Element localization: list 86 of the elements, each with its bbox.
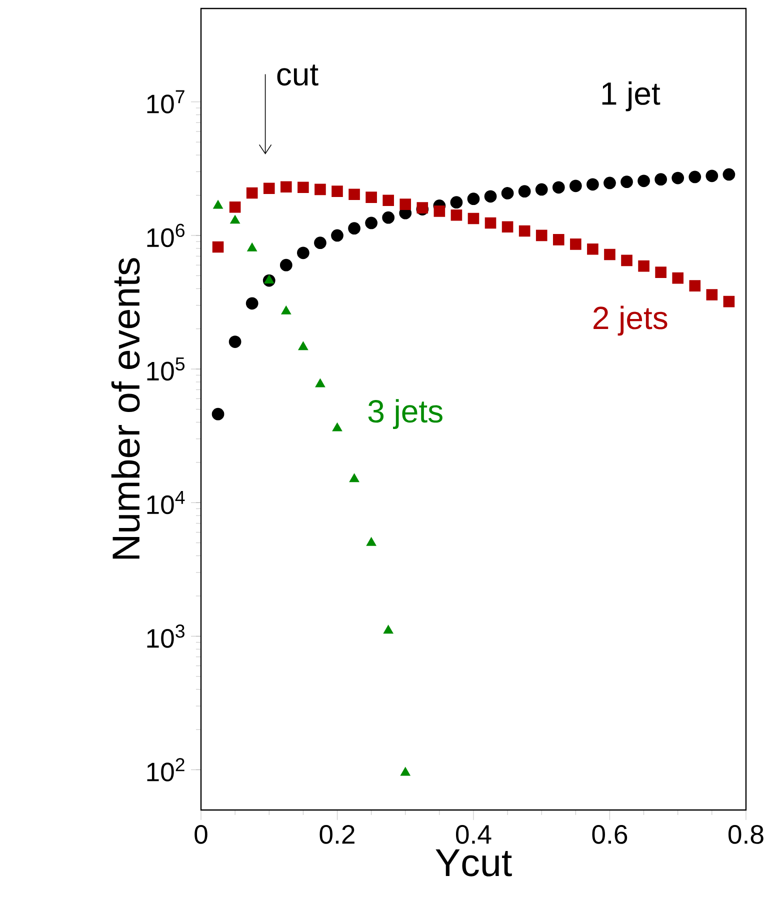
series-label: 1 jet	[602, 81, 660, 112]
point	[382, 194, 394, 206]
y-tick-label: 10$^{3}$	[147, 624, 184, 648]
series-label: 2 jets	[594, 306, 668, 336]
point	[518, 225, 530, 237]
y-tick-label: 10$^{2}$	[147, 758, 184, 782]
point	[228, 336, 242, 348]
point	[467, 192, 480, 206]
point	[296, 246, 310, 260]
point	[688, 170, 702, 184]
point	[434, 206, 446, 217]
point	[552, 234, 564, 246]
point	[706, 170, 718, 182]
point	[384, 625, 394, 634]
x-tick-label: 0	[194, 825, 208, 844]
point	[570, 238, 582, 250]
point	[263, 182, 275, 194]
point	[484, 217, 496, 229]
point	[382, 211, 395, 224]
point	[569, 180, 582, 192]
point	[620, 176, 633, 188]
point	[502, 221, 514, 232]
point	[638, 260, 650, 272]
point	[247, 243, 257, 252]
point	[518, 185, 531, 198]
point	[298, 182, 309, 194]
point	[230, 215, 240, 224]
y-tick-label: 10$^{4}$	[147, 491, 185, 514]
annotation: cut	[277, 64, 318, 86]
point	[246, 297, 258, 310]
point	[587, 243, 598, 255]
point	[281, 306, 291, 314]
point	[264, 275, 274, 284]
point	[315, 378, 325, 388]
point	[604, 248, 616, 260]
point	[314, 184, 326, 196]
point	[366, 192, 377, 203]
point	[535, 183, 548, 196]
point	[400, 198, 412, 210]
y-tick-label: 10$^{5}$	[147, 357, 184, 381]
x-tick-label: 0.6	[592, 825, 628, 844]
point	[722, 168, 736, 181]
x-tick-label: 0.4	[456, 825, 492, 844]
point	[298, 342, 308, 350]
point	[400, 767, 410, 776]
point	[331, 229, 344, 242]
point	[365, 216, 378, 230]
series-label: 3 jets	[368, 399, 442, 430]
point	[552, 181, 565, 194]
point	[468, 212, 480, 224]
point	[314, 236, 326, 250]
point	[689, 280, 701, 292]
point	[638, 174, 650, 188]
point	[586, 178, 599, 191]
y-axis-title: Number of events	[111, 258, 140, 559]
point	[536, 230, 548, 242]
point	[654, 173, 668, 186]
point	[332, 186, 343, 197]
point	[348, 188, 360, 200]
point	[604, 176, 616, 190]
point	[280, 258, 292, 272]
point	[332, 422, 342, 432]
point	[484, 190, 497, 203]
point	[212, 241, 224, 253]
point	[450, 196, 463, 209]
point	[450, 209, 462, 221]
point	[723, 296, 735, 308]
y-tick-label: 10$^{7}$	[147, 90, 184, 114]
x-axis-title: Ycut	[436, 849, 512, 876]
point	[366, 537, 376, 546]
point	[212, 408, 224, 420]
point	[348, 222, 360, 235]
point	[672, 272, 684, 284]
point	[246, 187, 258, 199]
point	[213, 200, 223, 209]
point	[672, 172, 684, 184]
x-tick-label: 0.8	[728, 825, 764, 844]
x-tick-label: 0.2	[320, 825, 354, 844]
point	[280, 181, 292, 193]
point	[621, 254, 632, 266]
point	[706, 289, 718, 300]
point	[501, 187, 514, 200]
point	[655, 266, 666, 278]
point	[350, 474, 360, 482]
point	[229, 201, 241, 213]
y-tick-label: 10$^{6}$	[147, 224, 184, 248]
